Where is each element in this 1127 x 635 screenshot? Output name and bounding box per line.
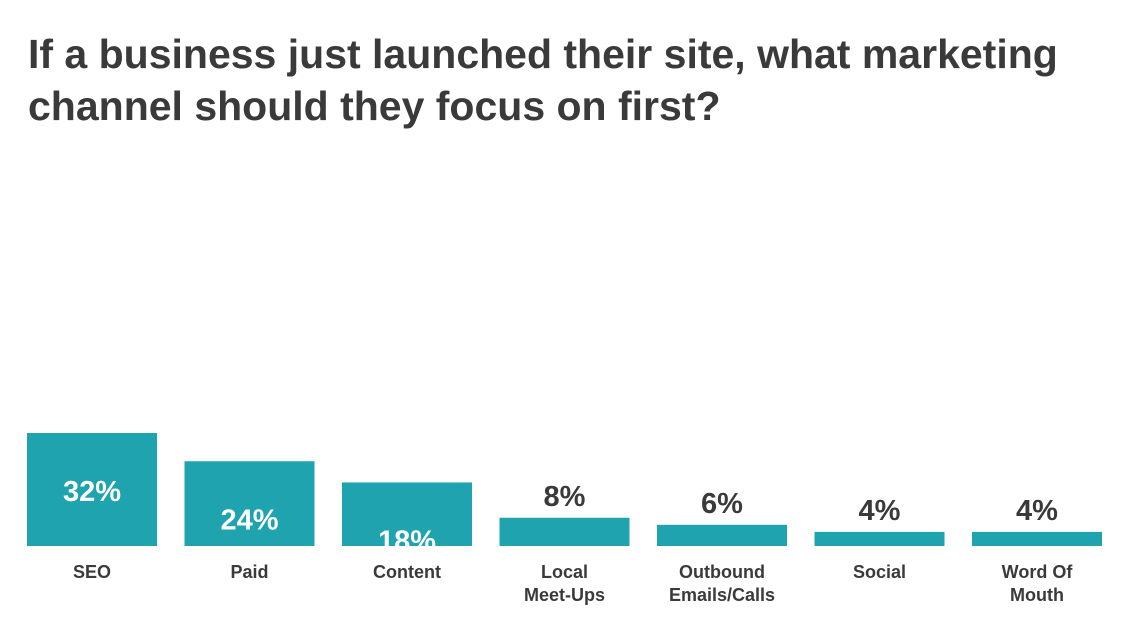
bar-0 xyxy=(27,433,157,546)
value-label-4: 6% xyxy=(701,488,743,520)
bar-3 xyxy=(499,517,630,546)
category-label-3-line-1: Meet-Ups xyxy=(524,585,605,605)
category-label-5: Social xyxy=(853,562,906,582)
value-label-2: 18% xyxy=(378,525,436,557)
bar-1 xyxy=(184,461,315,546)
value-label-5: 4% xyxy=(859,495,901,527)
category-label-4-line-1: Emails/Calls xyxy=(669,585,775,605)
bar-6 xyxy=(972,531,1102,546)
bar-5 xyxy=(814,531,945,546)
value-label-3: 8% xyxy=(544,481,586,513)
category-label-6-line-1: Mouth xyxy=(1010,585,1064,605)
category-labels-group: SEO Paid Content Local Meet-Ups Outbound Email… xyxy=(73,562,1073,605)
bar-4 xyxy=(657,524,787,546)
category-label-2: Content xyxy=(373,562,441,582)
bar-2 xyxy=(342,482,472,546)
category-label-6-line-0: Word Of xyxy=(1002,562,1074,582)
value-label-6: 4% xyxy=(1016,495,1058,527)
chart-title: If a business just launched their site, … xyxy=(28,31,1058,129)
value-labels-group: 32% 24% 18% 8% 6% 4% 4% xyxy=(63,476,1058,557)
bars-group xyxy=(27,433,1102,546)
category-label-4-line-0: Outbound xyxy=(679,562,765,582)
value-label-0: 32% xyxy=(63,476,121,508)
category-label-0: SEO xyxy=(73,562,111,582)
value-label-1: 24% xyxy=(220,504,278,536)
category-label-3-line-0: Local xyxy=(541,562,588,582)
category-label-1: Paid xyxy=(230,562,268,582)
